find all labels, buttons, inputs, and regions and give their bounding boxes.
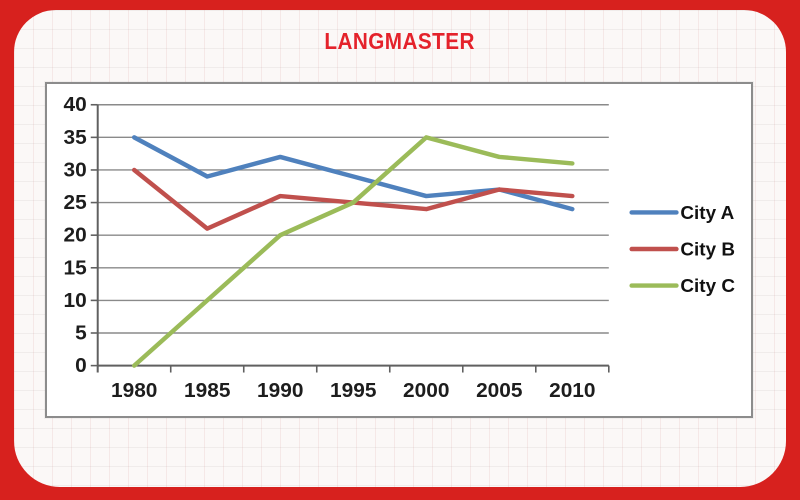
series-line-city-a xyxy=(131,135,575,212)
x-axis-label: 1990 xyxy=(257,379,303,402)
x-axis-label: 1980 xyxy=(111,379,157,402)
brand-logo-text: LANGMASTER xyxy=(324,28,476,54)
y-axis-label: 15 xyxy=(64,256,87,279)
y-axis-label: 40 xyxy=(64,93,87,116)
brand-logo: LANGMASTER xyxy=(0,28,800,55)
series-line-city-c xyxy=(131,135,575,368)
legend-label: City C xyxy=(680,275,735,296)
y-axis-label: 10 xyxy=(64,289,87,312)
x-axis-label: 2005 xyxy=(476,379,522,402)
x-axis-label: 2000 xyxy=(403,379,449,402)
y-axis-label: 35 xyxy=(64,126,87,149)
x-axis-label: 1985 xyxy=(184,379,230,402)
y-axis-label: 30 xyxy=(64,159,87,182)
y-axis-label: 5 xyxy=(75,322,87,345)
legend-label: City A xyxy=(680,202,734,223)
chart-container: 0 5 10 15 20 25 30 35 40 1980 1985 1990 1995 2000 2005… xyxy=(45,82,753,418)
x-axis-label: 2010 xyxy=(549,379,595,402)
x-axis-label: 1995 xyxy=(330,379,376,402)
y-axis-label: 20 xyxy=(64,224,87,247)
legend-label: City B xyxy=(680,239,735,260)
y-axis-label: 0 xyxy=(75,354,87,377)
y-axis-label: 25 xyxy=(64,191,87,214)
line-chart: 0 5 10 15 20 25 30 35 40 1980 1985 1990 1995 2000 2005… xyxy=(64,93,736,402)
